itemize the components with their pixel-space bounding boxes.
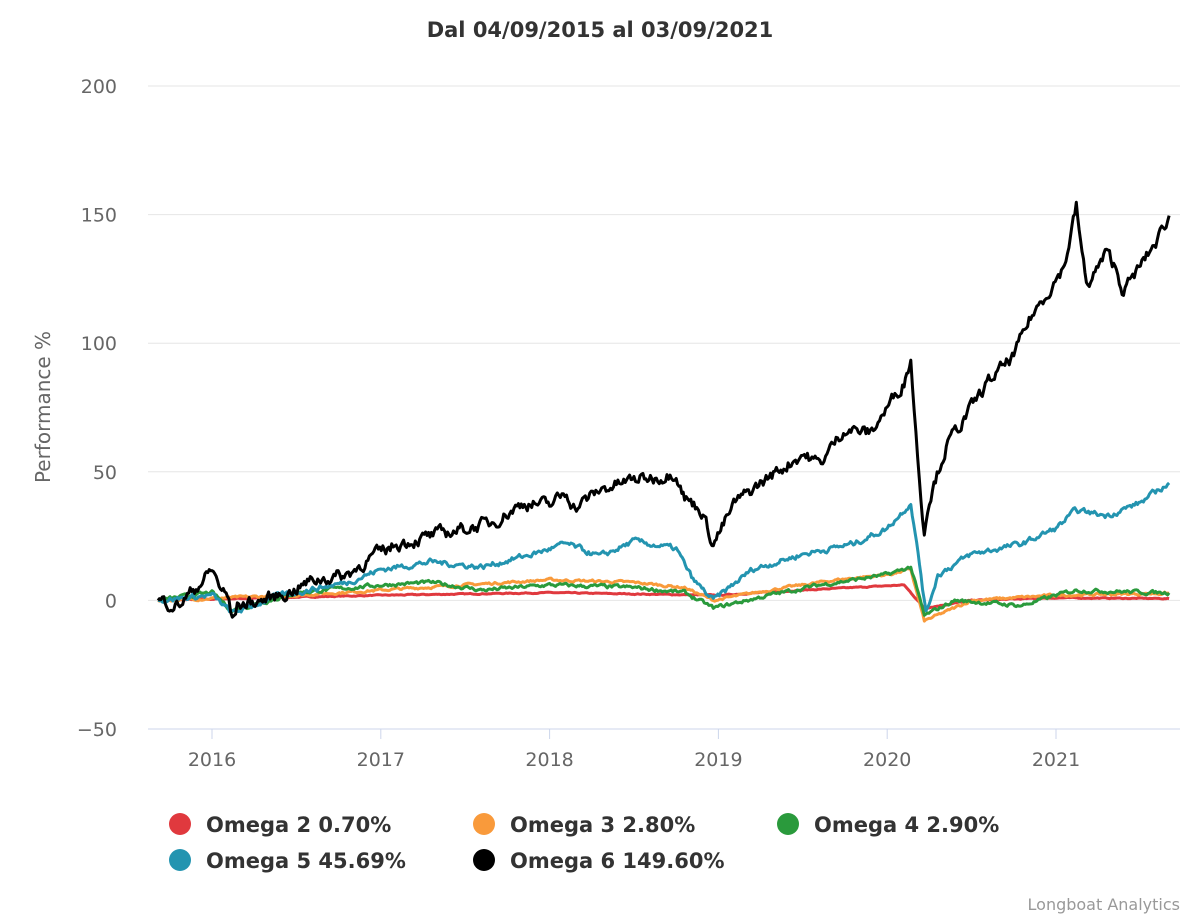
legend-label: Omega 5 45.69% xyxy=(206,849,406,873)
y-axis-label: Performance % xyxy=(31,331,55,483)
credit-text[interactable]: Longboat Analytics xyxy=(1028,895,1180,914)
y-tick-label: 200 xyxy=(81,76,117,98)
legend-item[interactable]: Omega 5 45.69% xyxy=(169,849,406,873)
y-tick-label: −50 xyxy=(77,719,117,741)
y-tick-label: 0 xyxy=(105,590,117,612)
legend-marker-icon xyxy=(169,849,191,871)
x-tick-label: 2020 xyxy=(863,749,911,771)
y-tick-label: 150 xyxy=(81,205,117,227)
legend-marker-icon xyxy=(473,849,495,871)
x-tick-label: 2018 xyxy=(525,749,573,771)
x-tick-label: 2017 xyxy=(357,749,405,771)
legend-item[interactable]: Omega 4 2.90% xyxy=(777,813,999,837)
x-tick-label: 2019 xyxy=(694,749,742,771)
legend-marker-icon xyxy=(473,813,495,835)
series-line-5 xyxy=(157,481,1171,614)
legend-label: Omega 4 2.90% xyxy=(814,813,999,837)
legend-item[interactable]: Omega 6 149.60% xyxy=(473,849,725,873)
series-line-3 xyxy=(157,567,1170,623)
legend-item[interactable]: Omega 3 2.80% xyxy=(473,813,695,837)
x-tick-label: 2016 xyxy=(188,749,236,771)
x-tick-label: 2021 xyxy=(1032,749,1080,771)
series-line-4 xyxy=(157,565,1171,617)
legend-marker-icon xyxy=(169,813,191,835)
y-tick-label: 100 xyxy=(81,333,117,355)
legend-label: Omega 3 2.80% xyxy=(510,813,695,837)
chart-title: Dal 04/09/2015 al 03/09/2021 xyxy=(427,18,774,42)
legend-label: Omega 6 149.60% xyxy=(510,849,725,873)
series-line-6 xyxy=(156,200,1171,619)
legend-label: Omega 2 0.70% xyxy=(206,813,391,837)
legend-marker-icon xyxy=(777,813,799,835)
y-tick-label: 50 xyxy=(93,462,117,484)
legend-item[interactable]: Omega 2 0.70% xyxy=(169,813,391,837)
